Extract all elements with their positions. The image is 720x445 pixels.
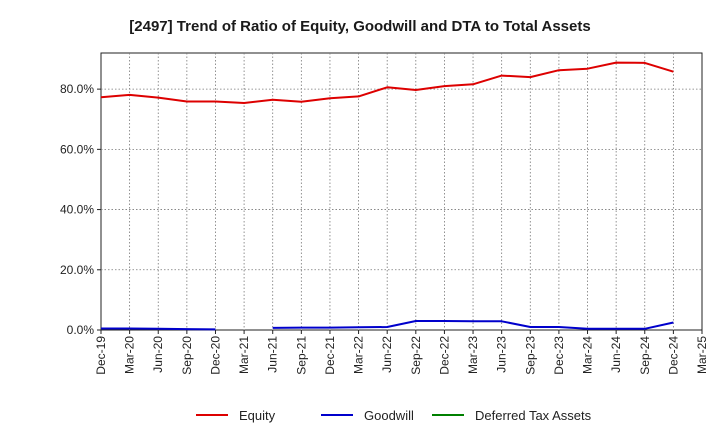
equity-series-line [100, 61, 674, 104]
x-tick-label: Sep-22 [409, 336, 423, 375]
x-tick-label: Sep-23 [523, 336, 537, 375]
x-tick-label: Jun-21 [266, 336, 280, 373]
series-lines [100, 61, 674, 331]
legend: Equity Goodwill Deferred Tax Assets [196, 408, 592, 423]
x-tick-label: Dec-23 [552, 336, 566, 375]
x-tick-label: Jun-22 [380, 336, 394, 373]
chart-title: [2497] Trend of Ratio of Equity, Goodwil… [129, 18, 590, 35]
y-tick-label: 20.0% [60, 263, 94, 277]
grid-lines [101, 53, 702, 330]
x-tick-label: Dec-24 [666, 336, 680, 375]
plot-area [100, 52, 703, 331]
goodwill-series-line [272, 320, 674, 330]
x-tick-label: Mar-25 [695, 336, 709, 374]
x-tick-label: Mar-21 [237, 336, 251, 374]
x-tick-label: Mar-20 [123, 336, 137, 374]
legend-item-deferred-tax-assets: Deferred Tax Assets [432, 408, 592, 423]
x-tick-label: Mar-24 [581, 336, 595, 374]
x-tick-label: Mar-22 [352, 336, 366, 374]
x-axis-ticks: Dec-19 Mar-20 Jun-20 Sep-20 Dec-20 Mar-21 Jun-… [94, 330, 709, 375]
legend-label: Deferred Tax Assets [475, 408, 592, 423]
x-tick-label: Jun-20 [151, 336, 165, 373]
goodwill-series-line [101, 327, 216, 331]
y-axis-ticks: 0.0% 20.0% 40.0% 60.0% 80.0% [60, 82, 101, 337]
y-tick-label: 60.0% [60, 142, 94, 156]
legend-label: Equity [239, 408, 276, 423]
x-tick-label: Dec-19 [94, 336, 108, 375]
x-tick-label: Sep-20 [180, 336, 194, 375]
x-tick-label: Sep-21 [294, 336, 308, 375]
y-tick-label: 0.0% [67, 323, 95, 337]
y-tick-label: 80.0% [60, 82, 94, 96]
x-tick-label: Dec-22 [437, 336, 451, 375]
x-tick-label: Mar-23 [466, 336, 480, 374]
y-tick-label: 40.0% [60, 203, 94, 217]
legend-label: Goodwill [364, 408, 414, 423]
x-tick-label: Jun-24 [609, 336, 623, 373]
legend-item-equity: Equity [196, 408, 276, 423]
x-tick-label: Dec-21 [323, 336, 337, 375]
legend-item-goodwill: Goodwill [321, 408, 414, 423]
x-tick-label: Dec-20 [208, 336, 222, 375]
x-tick-label: Sep-24 [638, 336, 652, 375]
x-tick-label: Jun-23 [495, 336, 509, 373]
